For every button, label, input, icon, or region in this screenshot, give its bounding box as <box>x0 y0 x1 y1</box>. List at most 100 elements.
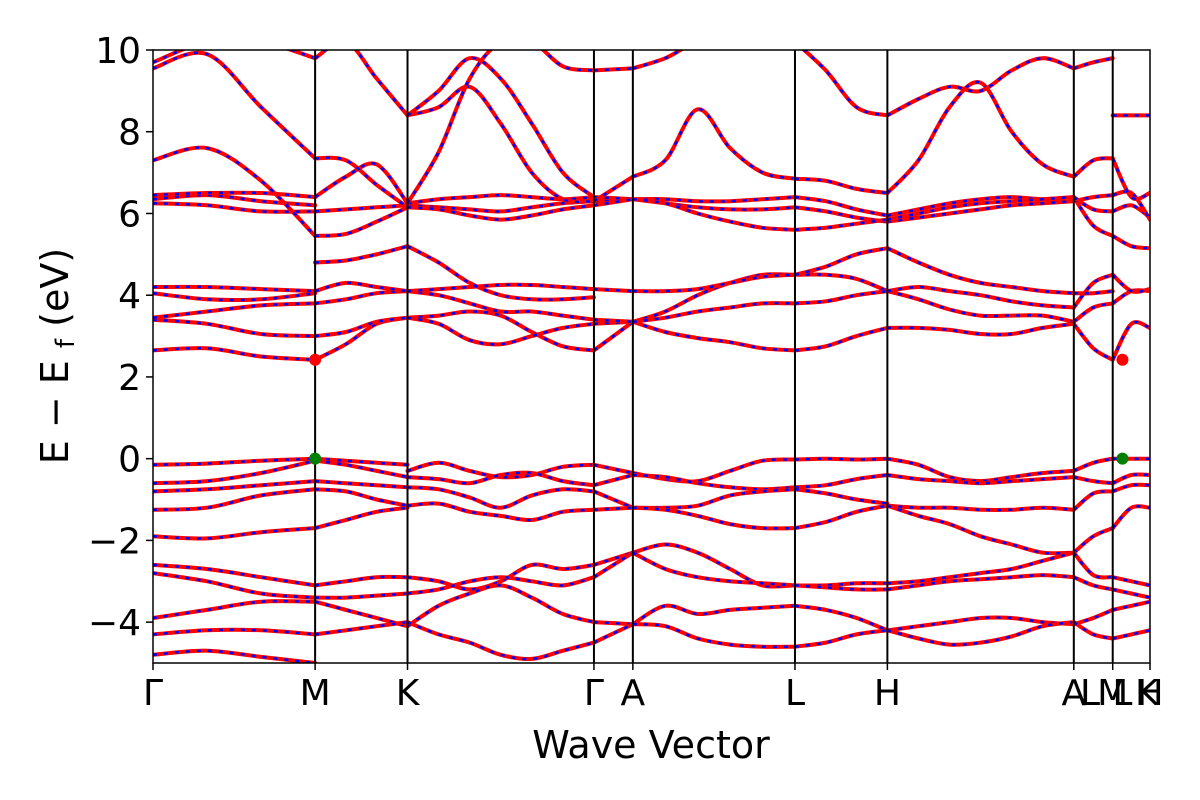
band-line-dashed-94 <box>794 473 888 489</box>
x-tick-extra-label-2: K <box>1135 673 1160 714</box>
bands-layer <box>153 50 1150 663</box>
band-line-dashed-46 <box>406 584 595 628</box>
band-line-dashed-146 <box>1112 483 1150 493</box>
y-tick-label-1: −2 <box>88 521 141 562</box>
band-line-dashed-16 <box>153 193 316 207</box>
band-line-dashed-32 <box>314 289 408 305</box>
band-line-135 <box>1071 321 1115 362</box>
y-tick-label-5: 6 <box>118 194 141 235</box>
band-line-dashed-111 <box>887 473 1074 485</box>
band-line-dashed-99 <box>794 604 888 632</box>
band-line-dashed-102 <box>794 273 888 293</box>
band-line-dashed-91 <box>632 108 796 180</box>
band-line-dashed-121 <box>886 247 1074 295</box>
band-line-dashed-25 <box>314 506 408 530</box>
band-line-dashed-74 <box>593 175 634 203</box>
x-tick-label-3: Γ <box>584 673 604 714</box>
band-line-dashed-18 <box>153 146 316 237</box>
band-line-dashed-105 <box>794 195 888 217</box>
band-line-dashed-15 <box>153 202 316 214</box>
kpoint-lines-layer <box>314 50 1114 663</box>
band-line-137 <box>1071 272 1115 310</box>
x-tick-label-1: M <box>300 673 331 714</box>
x-tick-label-2: K <box>396 673 421 714</box>
band-line-110 <box>885 456 1076 484</box>
band-line-dashed-151 <box>1112 629 1150 640</box>
band-line-dashed-23 <box>315 479 408 489</box>
band-line-42 <box>405 485 596 510</box>
y-tick-label-0: −4 <box>88 603 141 644</box>
extrema-markers-layer <box>309 353 1129 465</box>
band-line-dashed-134 <box>1073 621 1113 640</box>
band-line-dashed-145 <box>1112 473 1150 485</box>
band-line-dashed-130 <box>1072 526 1114 554</box>
plot-frame <box>152 49 1151 664</box>
band-line-dashed-17 <box>153 191 316 199</box>
band-line-dashed-112 <box>887 504 1074 512</box>
band-line-dashed-98 <box>794 584 888 591</box>
band-line-dashed-158 <box>1111 157 1150 201</box>
band-line-dashed-101 <box>794 326 888 352</box>
x-tick-extra-label-0: L <box>1080 673 1100 714</box>
band-line-dashed-139 <box>1072 196 1114 238</box>
band-line-dashed-129 <box>1072 490 1113 511</box>
band-line-dashed-155 <box>1112 234 1150 250</box>
band-line-dashed-38 <box>315 156 409 209</box>
x-tick-label-0: Γ <box>143 673 163 714</box>
band-line-dashed-8 <box>153 628 316 636</box>
band-line-dashed-34 <box>315 244 408 264</box>
band-line-dashed-84 <box>632 320 796 352</box>
band-line-dashed-118 <box>887 322 1074 336</box>
band-line-dashed-128 <box>1073 475 1113 485</box>
band-line-81 <box>630 550 797 588</box>
band-line-dashed-114 <box>887 551 1075 585</box>
band-line-dashed-5 <box>153 563 316 587</box>
y-tick-label-3: 2 <box>118 358 141 399</box>
band-line-dashed-141 <box>1073 196 1113 213</box>
band-line-dashed-9 <box>153 649 316 663</box>
band-line-dashed-150 <box>1112 600 1150 612</box>
band-line-dashed-12 <box>153 302 316 319</box>
band-line-dashed-64 <box>593 551 634 579</box>
band-line-dashed-0 <box>153 457 316 467</box>
band-line-dashed-28 <box>314 600 408 628</box>
band-line-90 <box>630 197 797 232</box>
x-tick-extra-label-1: L <box>1112 673 1132 714</box>
y-tick-label-2: 0 <box>118 440 141 481</box>
band-line-dashed-59 <box>593 463 634 475</box>
band-line-dashed-33 <box>314 281 408 293</box>
band-line-dashed-22 <box>314 459 408 479</box>
band-line-dashed-62 <box>593 506 633 512</box>
cbm-marker-2 <box>1116 353 1129 366</box>
band-line-dashed-19 <box>153 51 316 160</box>
band-line-dashed-14 <box>153 285 316 293</box>
band-line-147 <box>1110 504 1150 531</box>
band-line-dashed-115 <box>887 573 1074 591</box>
y-axis-title-main: E − E <box>33 360 77 464</box>
x-axis-ticks: Γ M K Γ A L H A M HL L K <box>143 663 1164 714</box>
band-line-dashed-152 <box>1111 320 1150 361</box>
band-line-dashed-126 <box>886 56 1075 117</box>
vbm-marker-1 <box>309 452 322 465</box>
band-line-dashed-124 <box>887 195 1074 221</box>
x-tick-label-9: H <box>1136 673 1163 714</box>
band-line-dashed-107 <box>794 218 888 232</box>
x-tick-label-5: L <box>785 673 805 714</box>
band-line-dashed-109 <box>802 50 888 117</box>
vbm-marker-3 <box>1116 452 1129 465</box>
band-line-dashed-133 <box>1073 608 1114 626</box>
band-line-50 <box>405 289 596 322</box>
band-line-dashed-26 <box>314 575 408 587</box>
band-line-dashed-53 <box>407 199 594 213</box>
band-line-dashed-73 <box>593 197 634 207</box>
band-line-dashed-11 <box>153 318 316 338</box>
x-tick-label-7: A <box>1061 673 1086 714</box>
band-line-48 <box>405 309 596 353</box>
band-line-dashed-37 <box>314 162 409 205</box>
band-line-dashed-6 <box>153 571 316 599</box>
band-line-dashed-2 <box>153 479 316 493</box>
y-axis-ticks: −4 −2 0 2 4 6 8 10 <box>88 31 153 644</box>
band-line-58 <box>405 50 596 206</box>
y-tick-label-6: 8 <box>118 113 141 154</box>
